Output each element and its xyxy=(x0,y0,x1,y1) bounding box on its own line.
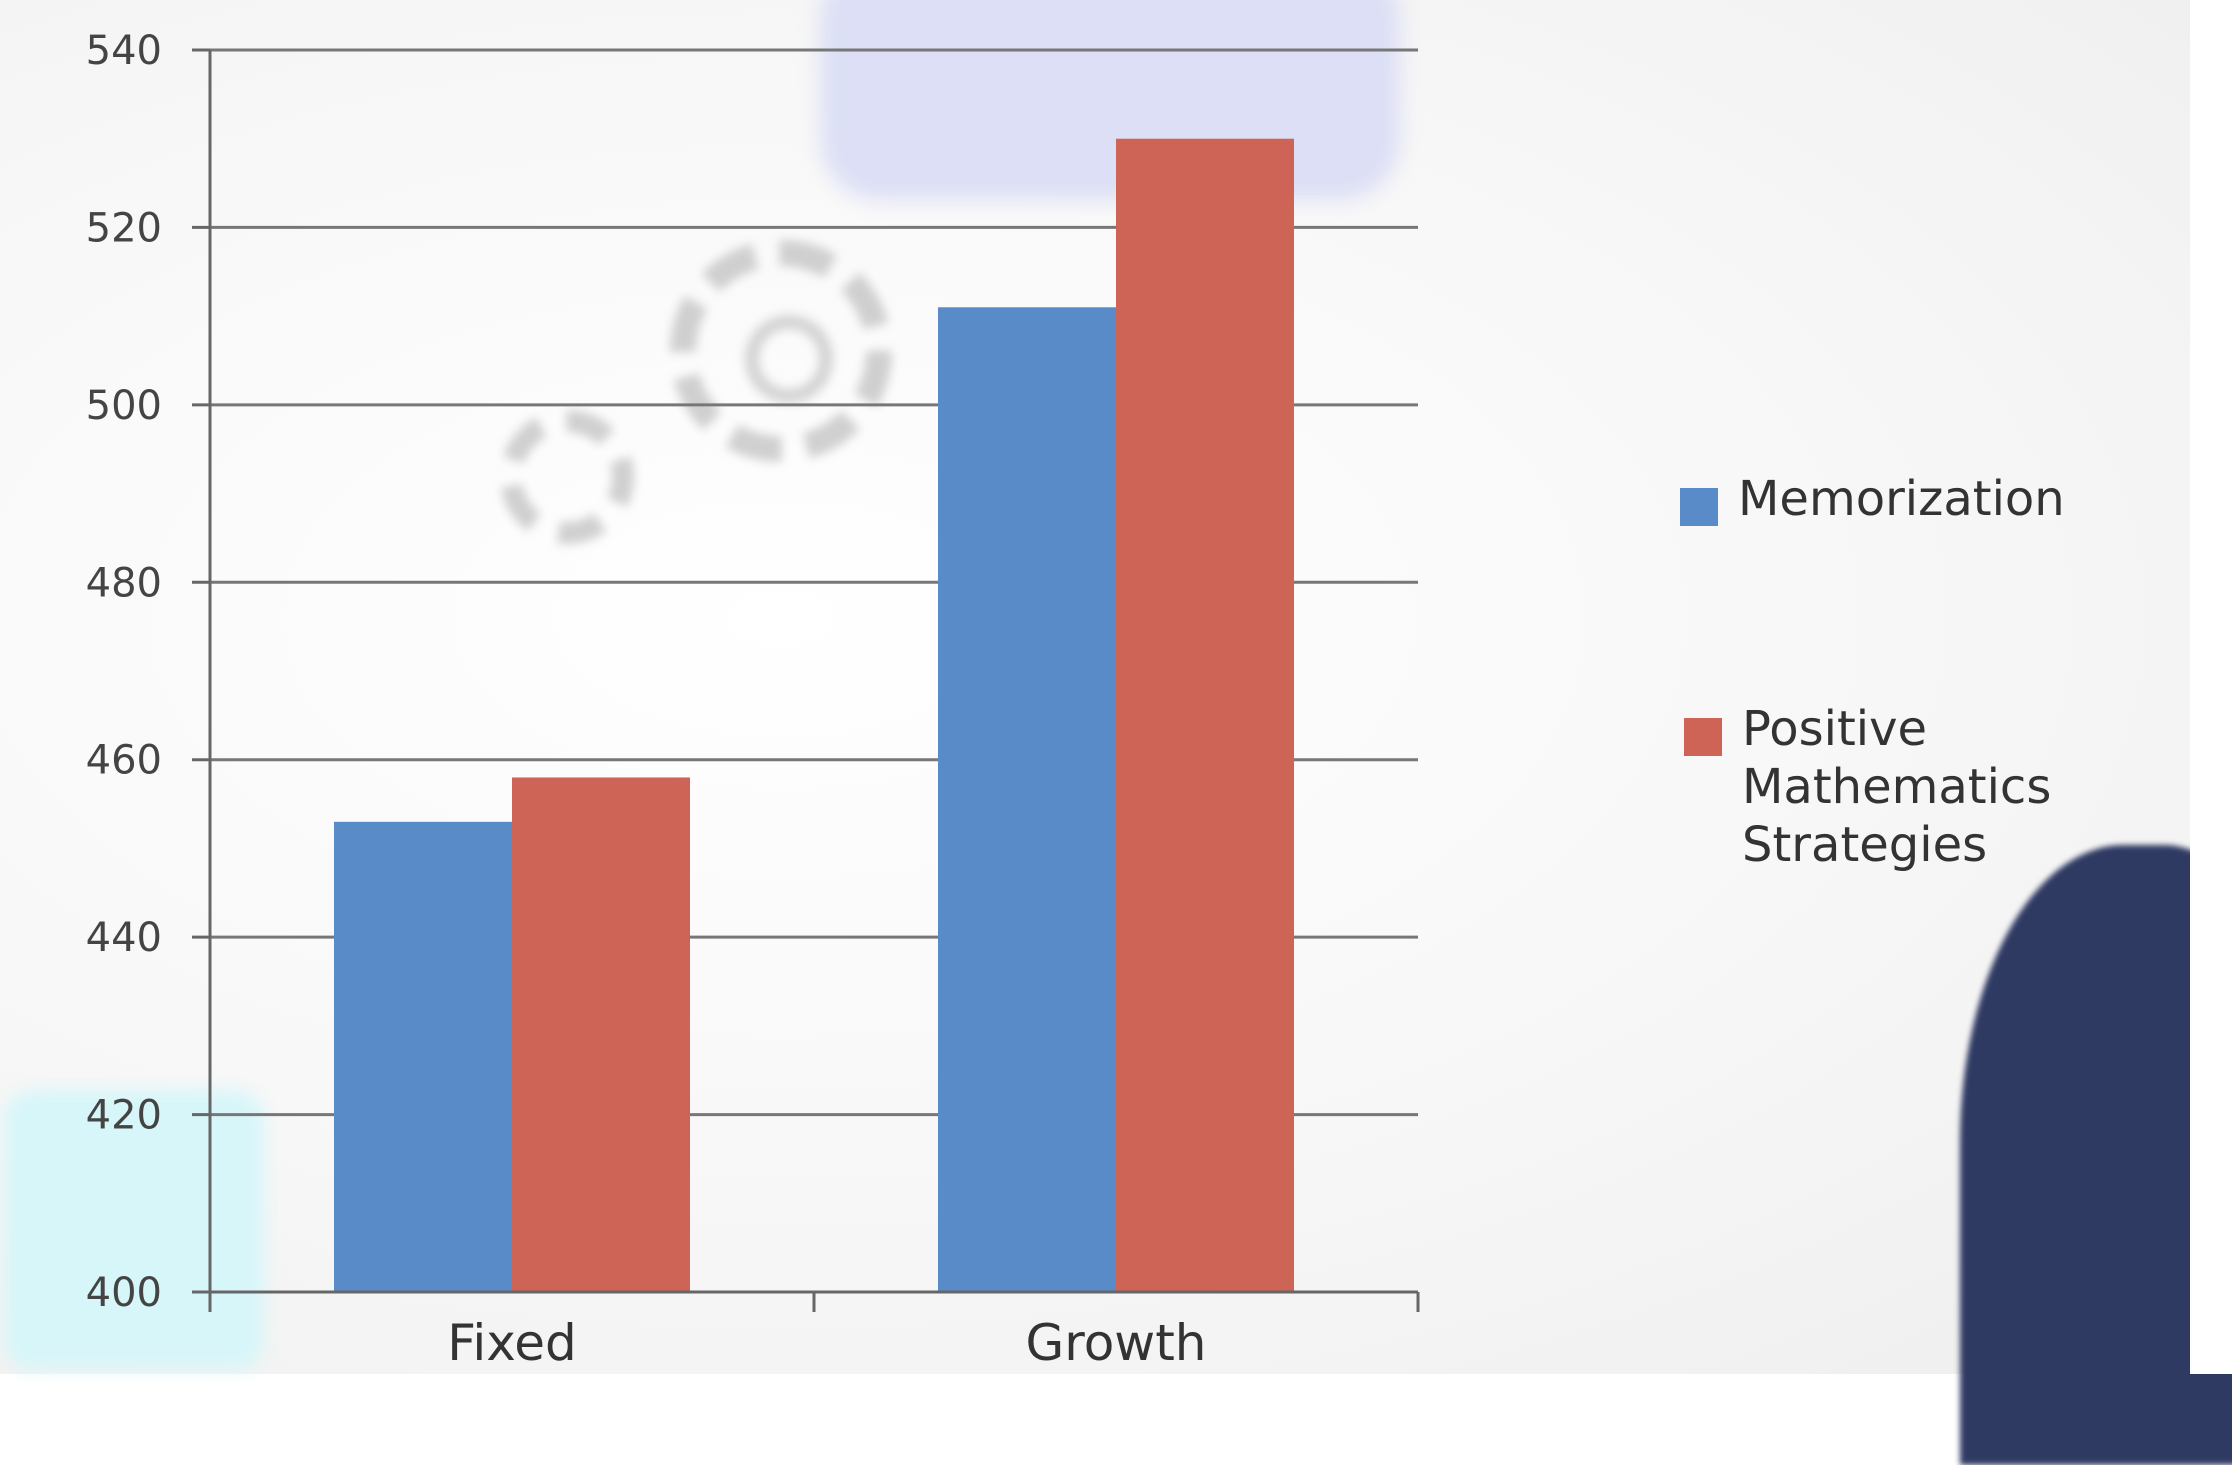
presenter-silhouette xyxy=(1960,845,2232,1465)
bar-growth-positive-strategies xyxy=(1116,138,1294,1293)
background-cyan-shape xyxy=(4,1090,264,1370)
y-tick-label: 500 xyxy=(86,383,162,429)
axis-labels: 400 420 440 460 480 500 520 540 Fixed Growth xyxy=(86,28,1207,1372)
y-tick-label: 400 xyxy=(86,1270,162,1316)
y-tick-label: 420 xyxy=(86,1093,162,1139)
bar-chart: 400 420 440 460 480 500 520 540 Fixed Growth xyxy=(86,28,1420,1372)
legend-swatch-memorization xyxy=(1680,488,1718,526)
axes xyxy=(192,48,1420,1312)
bars xyxy=(334,138,1294,1293)
legend-item-memorization: Memorization xyxy=(1680,470,2098,528)
y-tick-label: 480 xyxy=(86,560,162,606)
bar-fixed-positive-strategies xyxy=(512,777,690,1292)
x-category-label: Fixed xyxy=(447,1314,577,1372)
bar-growth-memorization xyxy=(938,307,1116,1292)
background-blue-shape xyxy=(820,0,1400,200)
bar-fixed-memorization xyxy=(334,821,512,1292)
legend-swatch-positive xyxy=(1684,718,1722,756)
y-tick-label: 520 xyxy=(86,205,162,251)
frame-edge xyxy=(2190,0,2232,1374)
x-category-label: Growth xyxy=(1026,1314,1207,1372)
y-tick-label: 460 xyxy=(86,738,162,784)
y-tick-label: 440 xyxy=(86,915,162,961)
y-tick-label: 540 xyxy=(86,28,162,74)
legend-label-positive: Positive Mathematics Strategies xyxy=(1742,701,2052,873)
legend-label-memorization: Memorization xyxy=(1738,471,2065,527)
legend-item-positive: Positive Mathematics Strategies xyxy=(1684,700,2102,874)
